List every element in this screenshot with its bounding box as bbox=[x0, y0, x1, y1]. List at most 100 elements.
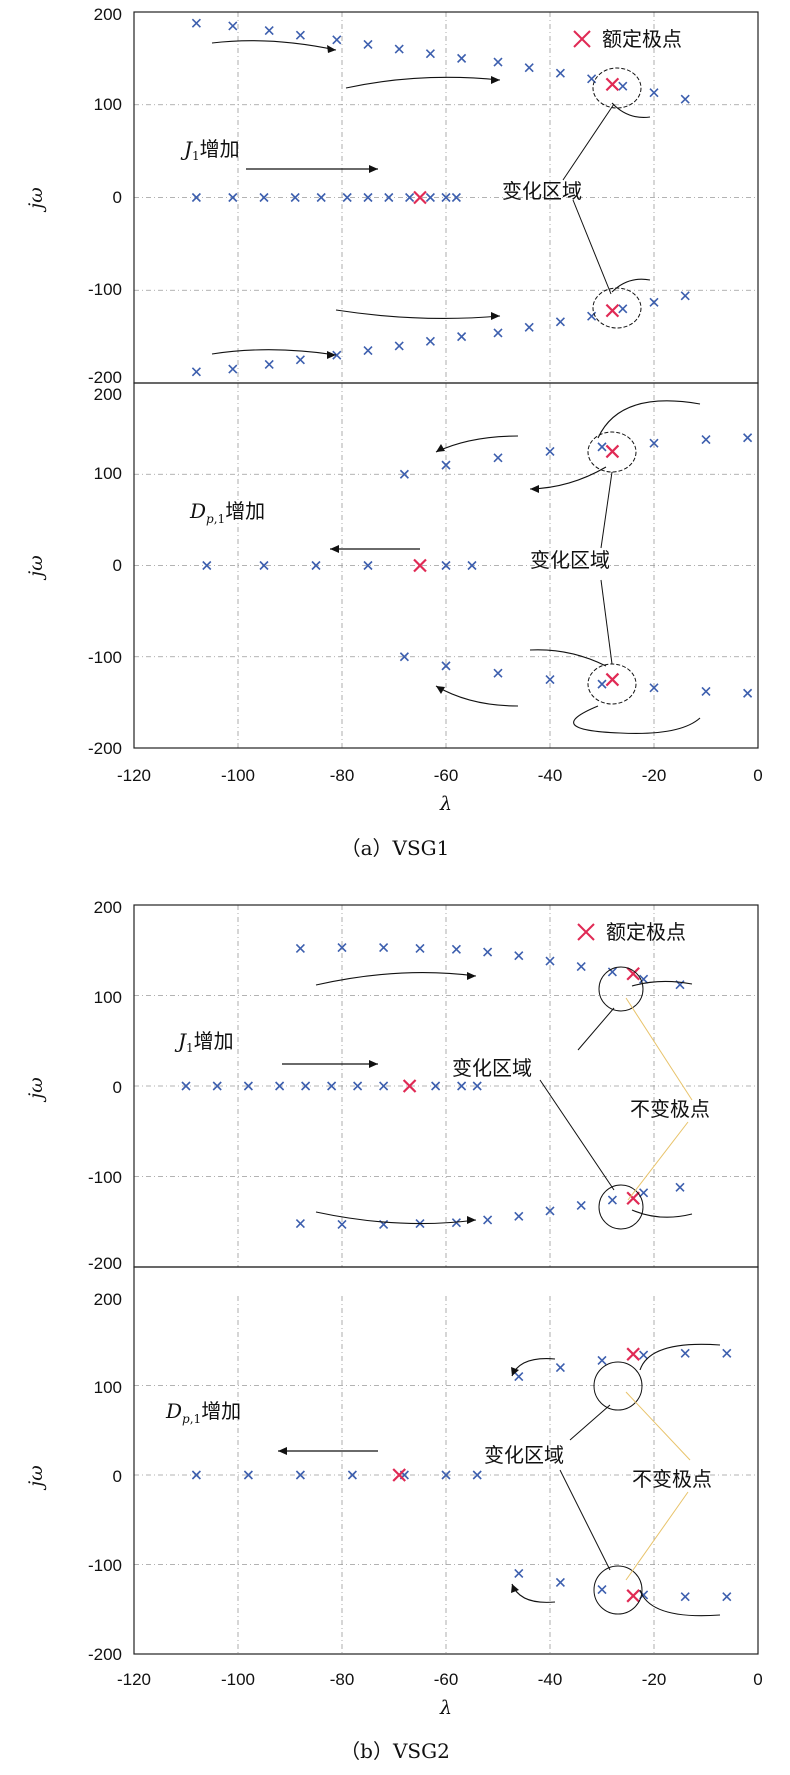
pole-marker bbox=[384, 192, 394, 203]
pole-marker bbox=[337, 942, 347, 953]
y-axis-label: jω bbox=[25, 1077, 47, 1102]
x-tick-label: -60 bbox=[434, 766, 459, 785]
leader-line bbox=[539, 1079, 615, 1191]
param-text: 增加 bbox=[200, 137, 240, 161]
pole-marker bbox=[597, 679, 607, 689]
leader-line bbox=[572, 199, 612, 295]
leader-line bbox=[600, 471, 613, 549]
curved-arrow bbox=[315, 1211, 477, 1225]
change-region-label: 变化区域 bbox=[484, 1443, 564, 1467]
panel-a-bottom: 200 100 0 -100 -200 jω -120 -100 -80 -60… bbox=[25, 382, 763, 815]
pole-marker bbox=[514, 951, 524, 961]
curved-arrow bbox=[335, 309, 501, 319]
curved-arrow bbox=[511, 1358, 556, 1377]
pole-marker bbox=[649, 88, 659, 98]
pole-marker bbox=[451, 944, 461, 954]
panel-a-top: 200 100 0 -100 -200 jω 额定极点 J1增加 变化区域 bbox=[25, 5, 759, 387]
change-region-circle bbox=[598, 1184, 644, 1230]
y-tick-label: -200 bbox=[88, 739, 122, 758]
y-tick-label: 100 bbox=[94, 988, 122, 1007]
x-tick-label: -120 bbox=[117, 1670, 151, 1689]
pole-marker bbox=[524, 322, 534, 332]
pole-marker bbox=[275, 1081, 285, 1091]
pole-marker bbox=[493, 328, 503, 338]
pole-marker bbox=[639, 1350, 649, 1360]
y-tick-label: 0 bbox=[113, 1078, 122, 1097]
pole-marker bbox=[431, 1081, 441, 1091]
y-tick-label: 0 bbox=[113, 556, 122, 575]
pole-marker bbox=[332, 35, 342, 45]
pole-marker bbox=[649, 297, 659, 307]
pole-marker bbox=[295, 1218, 305, 1229]
pole-marker bbox=[191, 367, 201, 377]
pole-marker bbox=[353, 1081, 363, 1091]
pole-markers bbox=[181, 942, 685, 1230]
pole-marker bbox=[316, 192, 326, 203]
pole-marker bbox=[327, 1081, 337, 1091]
axes-frame bbox=[133, 1266, 759, 1655]
pole-marker bbox=[425, 336, 435, 346]
pole-marker bbox=[301, 1081, 311, 1091]
pole-marker bbox=[493, 453, 503, 463]
pole-marker bbox=[259, 192, 269, 203]
pole-marker bbox=[228, 364, 238, 374]
y-axis-label: jω bbox=[25, 187, 47, 212]
change-region-circle bbox=[587, 663, 637, 705]
pole-marker bbox=[680, 1348, 690, 1358]
y-tick-label: -200 bbox=[88, 1645, 122, 1664]
y-tick-label: -100 bbox=[88, 1556, 122, 1575]
pole-marker bbox=[524, 63, 534, 73]
leader-line bbox=[562, 103, 615, 181]
pole-marker bbox=[722, 1592, 732, 1602]
y-tick-label: 0 bbox=[113, 1467, 122, 1486]
pole-marker bbox=[467, 560, 477, 571]
arrow-head bbox=[369, 165, 378, 173]
pole-marker bbox=[483, 1215, 493, 1225]
leader-line bbox=[600, 579, 613, 665]
pole-markers bbox=[191, 18, 690, 377]
curved-arrow bbox=[345, 76, 501, 89]
x-axis-label: λ bbox=[439, 1697, 452, 1719]
x-tick-label: -80 bbox=[330, 1670, 355, 1689]
pole-marker bbox=[342, 192, 352, 203]
panel-b-bottom: 200 100 0 -100 -200 jω -120 -100 -80 -60… bbox=[25, 1266, 763, 1719]
fixed-pole-leader bbox=[625, 1491, 689, 1581]
pole-marker bbox=[415, 943, 425, 954]
pole-marker bbox=[295, 30, 305, 40]
x-tick-label: -100 bbox=[221, 766, 255, 785]
pole-marker bbox=[545, 446, 555, 457]
pole-marker bbox=[228, 21, 238, 31]
pole-marker bbox=[363, 345, 373, 356]
pole-marker bbox=[639, 1188, 649, 1198]
y-tick-label: 100 bbox=[94, 95, 122, 114]
fixed-pole-label: 不变极点 bbox=[632, 1467, 712, 1491]
pole-marker bbox=[311, 560, 321, 571]
pole-marker bbox=[545, 674, 555, 685]
grid bbox=[134, 905, 758, 1267]
pole-marker bbox=[332, 350, 342, 360]
pole-marker bbox=[545, 1206, 555, 1216]
rated-pole-marker bbox=[605, 303, 620, 318]
pole-marker bbox=[607, 1195, 617, 1205]
y-tick-label: -100 bbox=[88, 648, 122, 667]
change-region-label: 变化区域 bbox=[530, 548, 610, 572]
pole-marker bbox=[743, 688, 753, 698]
pole-marker bbox=[597, 442, 607, 452]
pole-marker bbox=[399, 469, 409, 479]
pole-marker bbox=[441, 661, 451, 671]
change-region-label: 变化区域 bbox=[452, 1056, 532, 1080]
y-tick-label: -200 bbox=[88, 368, 122, 387]
pole-marker bbox=[363, 192, 373, 203]
arrow-head bbox=[278, 1447, 287, 1455]
legend-rated-pole: 额定极点 bbox=[606, 920, 686, 944]
pole-marker bbox=[191, 192, 201, 203]
x-tick-label: -120 bbox=[117, 766, 151, 785]
y-axis-label: jω bbox=[25, 555, 47, 580]
pole-marker bbox=[202, 560, 212, 571]
y-tick-label: 100 bbox=[94, 464, 122, 483]
x-tick-label: 0 bbox=[753, 766, 762, 785]
pole-marker bbox=[295, 943, 305, 954]
change-region-circle bbox=[593, 1361, 643, 1411]
pole-marker bbox=[379, 1081, 389, 1091]
